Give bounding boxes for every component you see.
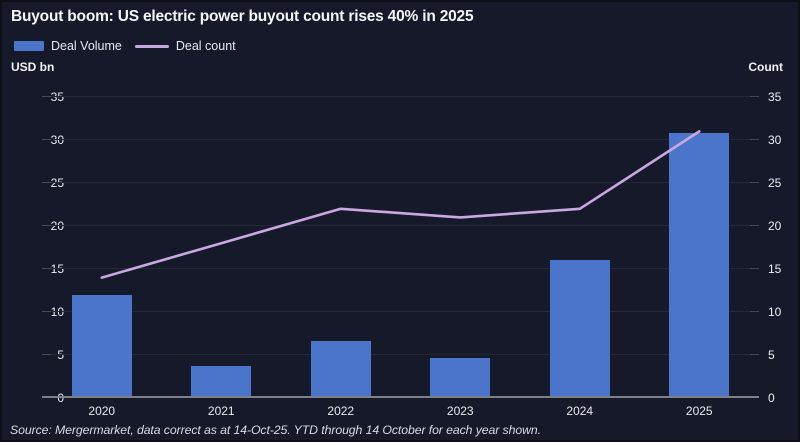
y-axis-labels-right: 0 5 10 15 20 25 30 35 bbox=[768, 90, 798, 405]
x-tick-label: 2021 bbox=[207, 404, 235, 418]
bar-2020 bbox=[71, 294, 132, 398]
x-tick-label: 2022 bbox=[327, 404, 355, 418]
bar-2025 bbox=[669, 133, 730, 398]
legend-label: Deal count bbox=[175, 39, 236, 53]
y-tick-label: 15 bbox=[50, 262, 64, 276]
y-tick-label: 5 bbox=[57, 348, 64, 362]
source-note: Source: Mergermarket, data correct as at… bbox=[10, 423, 541, 437]
y-tick-label: 0 bbox=[768, 391, 775, 405]
x-tick-label: 2023 bbox=[446, 404, 474, 418]
deal-count-line-layer bbox=[100, 130, 701, 279]
y-tick-label: 5 bbox=[768, 348, 775, 362]
bar-2023 bbox=[430, 357, 491, 398]
gridline bbox=[42, 182, 759, 183]
y-tick-label: 15 bbox=[768, 262, 782, 276]
right-axis-title: Count bbox=[748, 60, 783, 74]
y-tick-label: 30 bbox=[768, 133, 782, 147]
legend-item-deal-count: Deal count bbox=[134, 39, 236, 53]
x-tick-label: 2025 bbox=[685, 404, 713, 418]
gridline bbox=[42, 225, 759, 226]
bar-2022 bbox=[310, 341, 371, 398]
y-tick-label: 30 bbox=[50, 133, 64, 147]
bar-2021 bbox=[191, 366, 252, 398]
bar-swatch-icon bbox=[14, 41, 44, 51]
x-axis-baseline bbox=[42, 396, 759, 398]
gridline bbox=[42, 354, 759, 355]
gridline bbox=[42, 139, 759, 140]
y-tick-label: 25 bbox=[768, 176, 782, 190]
gridline bbox=[42, 311, 759, 312]
y-tick-label: 35 bbox=[768, 90, 782, 104]
y-tick-label: 35 bbox=[50, 90, 64, 104]
y-tick-label: 25 bbox=[50, 176, 64, 190]
legend-label: Deal Volume bbox=[51, 39, 122, 53]
x-tick-label: 2024 bbox=[566, 404, 594, 418]
y-tick-label: 20 bbox=[768, 219, 782, 233]
gridline bbox=[42, 96, 759, 97]
gridline bbox=[42, 268, 759, 269]
plot-area bbox=[42, 96, 759, 398]
y-tick-label: 20 bbox=[50, 219, 64, 233]
chart-title: Buyout boom: US electric power buyout co… bbox=[11, 8, 474, 25]
x-tick-label: 2020 bbox=[88, 404, 116, 418]
y-axis-labels-left: 0 5 10 15 20 25 30 35 bbox=[2, 90, 64, 405]
y-tick-label: 10 bbox=[768, 305, 782, 319]
line-swatch-icon bbox=[134, 44, 169, 48]
legend: Deal Volume Deal count bbox=[14, 39, 236, 53]
y-tick-label: 0 bbox=[57, 391, 64, 405]
y-tick-label: 10 bbox=[50, 305, 64, 319]
legend-item-deal-volume: Deal Volume bbox=[14, 39, 122, 53]
bar-2024 bbox=[549, 259, 610, 398]
deal-count-line bbox=[100, 130, 701, 279]
left-axis-title: USD bn bbox=[11, 60, 55, 74]
